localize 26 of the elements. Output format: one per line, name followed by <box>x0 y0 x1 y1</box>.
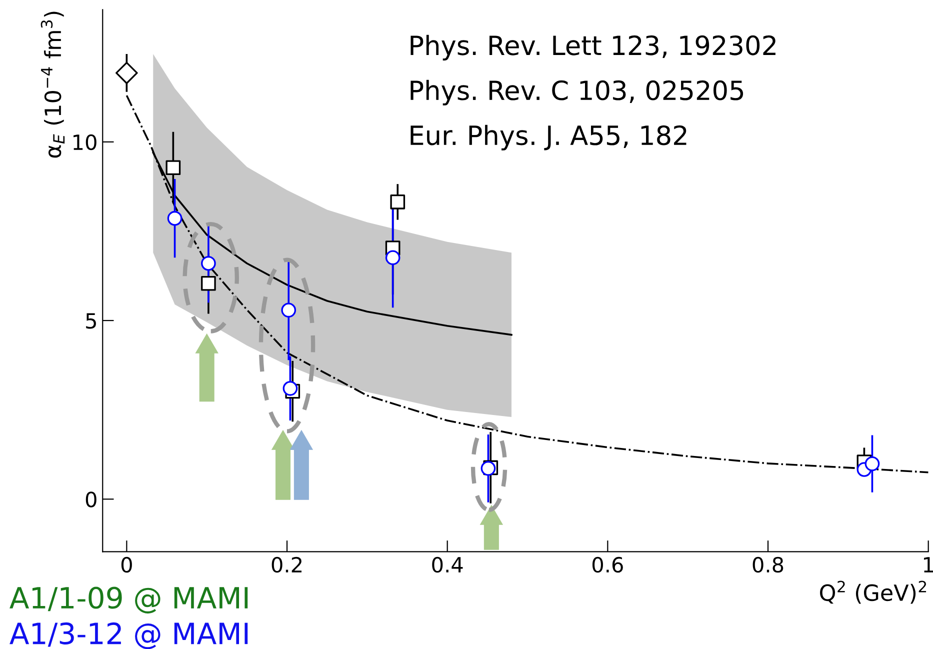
x-tick-label: 0.8 <box>752 556 784 573</box>
x-tick-label: 0.4 <box>432 556 463 573</box>
point <box>385 250 400 266</box>
x-axis-title: Q$^{2}$ (GeV)$^{2}$ <box>820 580 926 604</box>
point <box>167 210 182 226</box>
point <box>166 160 181 176</box>
y-tick-label: 10 <box>74 134 96 150</box>
y-tick-label: 5 <box>86 313 96 329</box>
point <box>201 276 216 291</box>
text: A1/1-09 @ MAMI <box>10 586 248 614</box>
x-tick-label: 0.2 <box>272 556 302 573</box>
point <box>201 256 216 271</box>
y-axis-title: α$_{E}$ (10$^{−4}$ fm$^{3}$) <box>40 12 65 158</box>
x-tick-label: 1 <box>924 557 933 572</box>
point <box>281 302 296 318</box>
annotation: Eur. Phys. J. A55, 182 <box>410 124 686 150</box>
point <box>282 380 298 396</box>
point <box>864 456 880 472</box>
point <box>116 62 138 84</box>
x-tick-label: 0.6 <box>592 556 623 573</box>
annotation: Phys. Rev. C 103, 025205 <box>410 80 744 106</box>
y-tick-label: 0 <box>86 492 96 508</box>
text: A1/3-12 @ MAMI <box>10 622 248 649</box>
annotation: Phys. Rev. Lett 123, 192302 <box>410 34 776 60</box>
x-tick-label: 0 <box>121 556 132 573</box>
point <box>390 194 406 210</box>
